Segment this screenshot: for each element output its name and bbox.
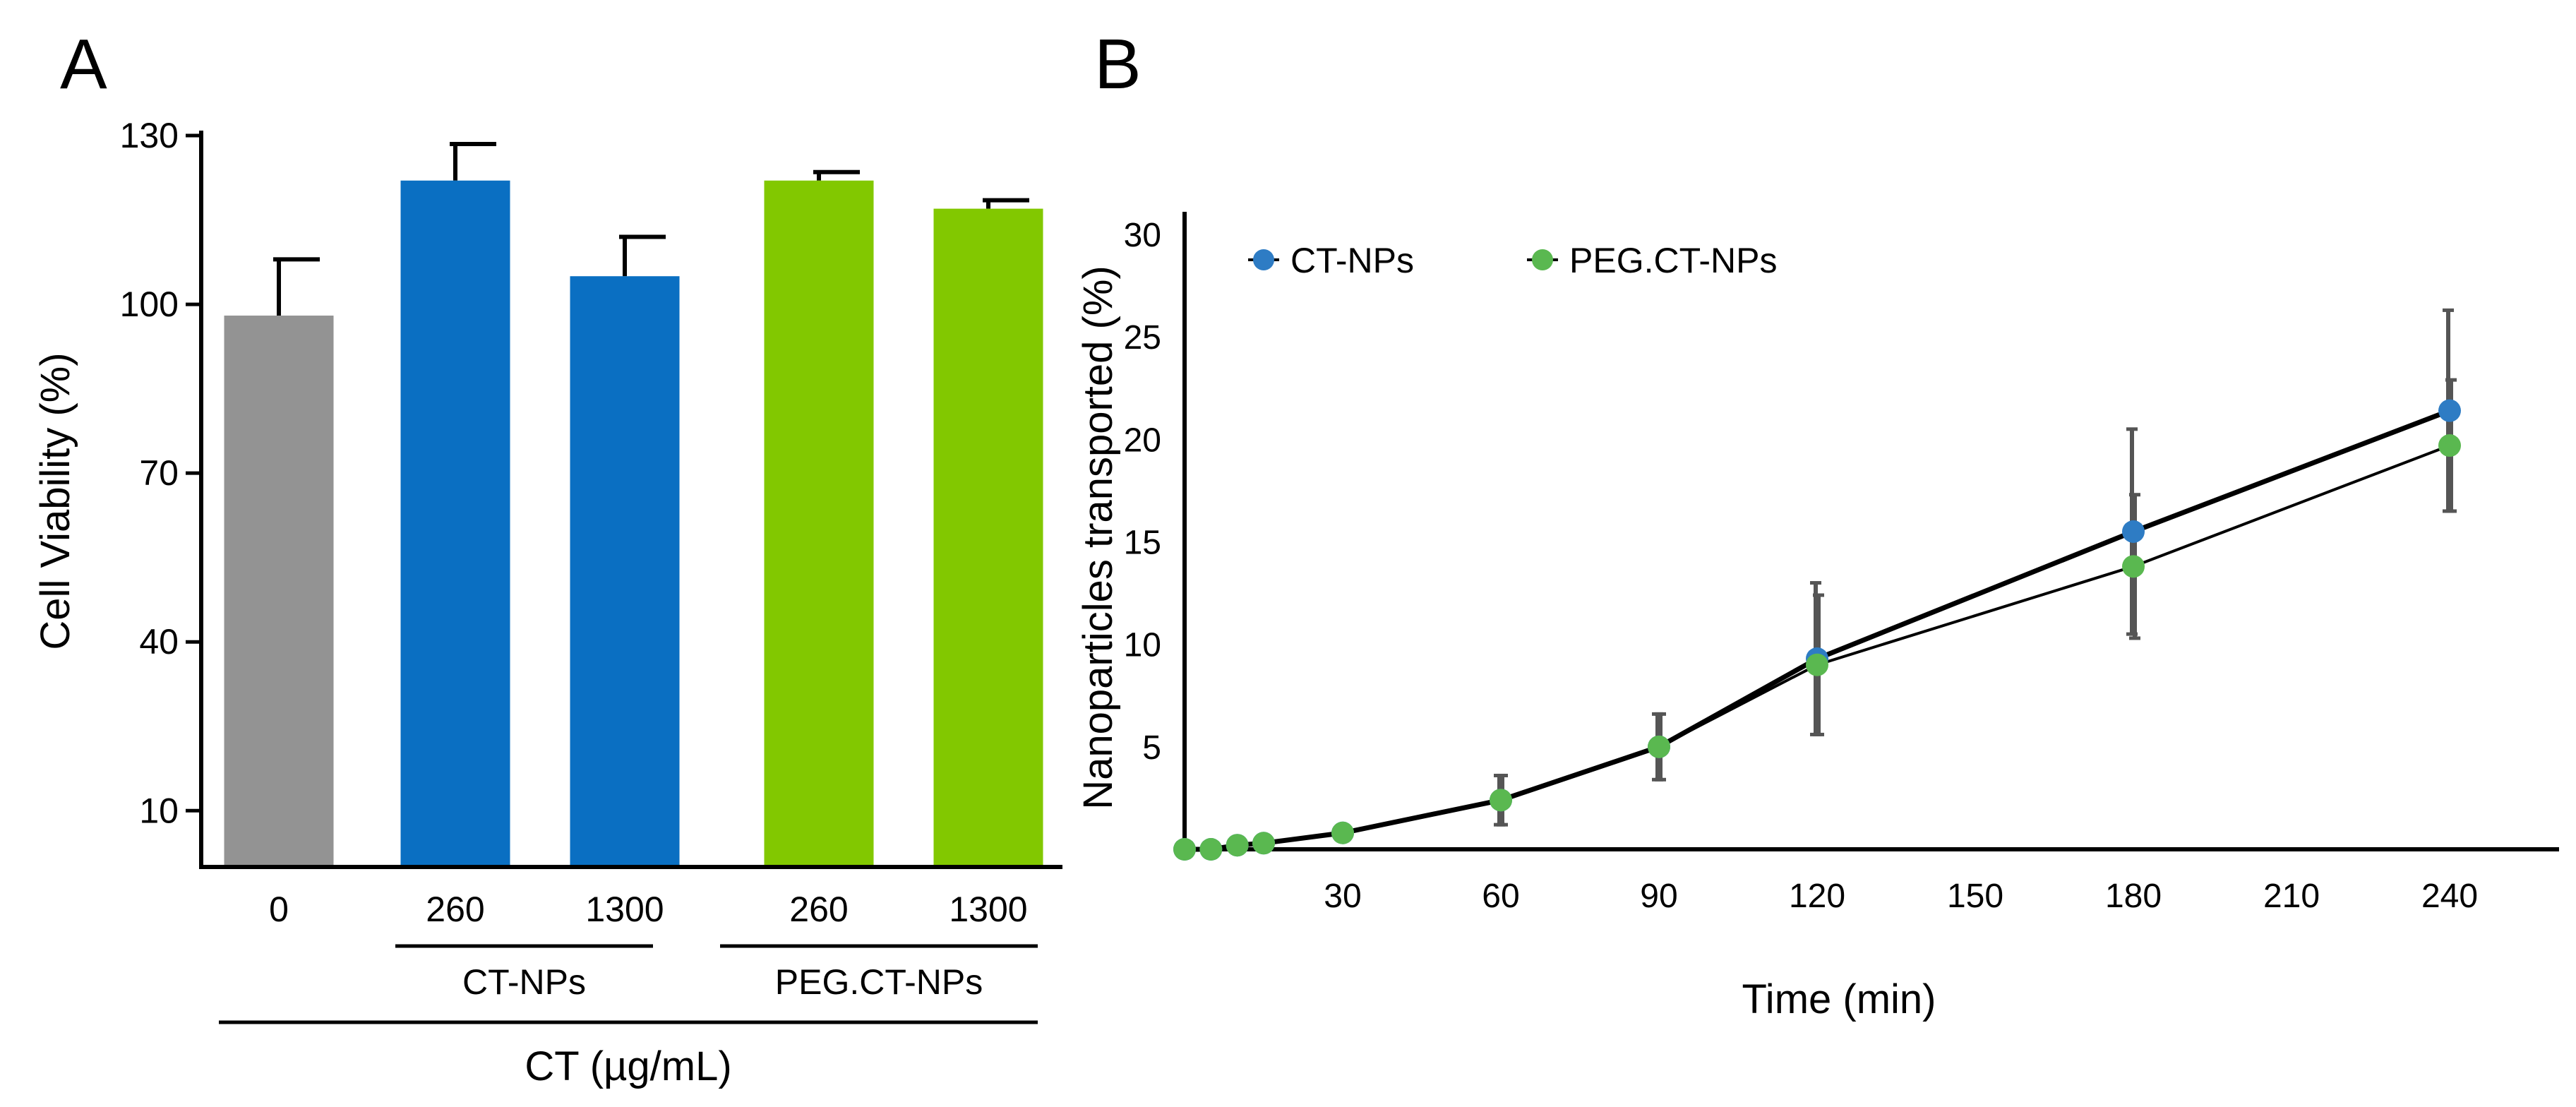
panel-b-label: B (1094, 25, 1142, 104)
y-tick-label: 70 (139, 453, 179, 493)
y-tick-label: 10 (1124, 627, 1161, 664)
data-point (2438, 399, 2461, 422)
group-label: PEG.CT-NPs (775, 962, 983, 1002)
y-axis-label: Nanoparticles transported (%) (1075, 265, 1121, 809)
x-tick-label: 260 (426, 890, 484, 929)
x-tick-label: 1300 (585, 890, 664, 929)
x-axis-label: CT (µg/mL) (525, 1043, 731, 1089)
x-tick-label: 240 (2421, 878, 2478, 915)
y-tick-label: 25 (1124, 319, 1161, 357)
x-tick-label: 90 (1640, 878, 1677, 915)
x-tick-label: 30 (1324, 878, 1361, 915)
y-tick-label: 15 (1124, 525, 1161, 562)
chart-b: 5 10 15 20 25 30 30 60 90 120 150 180 210 240 Nanopart… (1075, 212, 2559, 1022)
y-tick-label: 100 (120, 285, 179, 324)
series-line (1185, 444, 2450, 851)
x-tick-label: 60 (1482, 878, 1519, 915)
y-tick-label: 5 (1142, 729, 1161, 767)
x-tick-label: 210 (2263, 878, 2320, 915)
y-tick-label: 30 (1124, 217, 1161, 254)
chart-a: 10 40 70 100 130 Cell Viability (%) 0 260 1300 26… (32, 116, 1062, 1089)
x-tick-label: 0 (269, 890, 289, 929)
x-tick-label: 120 (1789, 878, 1845, 915)
data-point (1199, 838, 1223, 861)
y-tick-label: 10 (139, 791, 179, 830)
data-point (1490, 789, 1512, 812)
panel-a-label: A (60, 25, 107, 104)
x-tick-label: 260 (789, 890, 848, 929)
y-tick-label: 20 (1124, 421, 1161, 459)
bar (764, 180, 874, 865)
legend-label: PEG.CT-NPs (1569, 241, 1777, 280)
bar (570, 276, 680, 865)
bar (224, 316, 334, 865)
bar (933, 208, 1043, 866)
data-point (1226, 834, 1249, 857)
y-tick-label: 40 (139, 622, 179, 662)
data-point (1806, 653, 1828, 676)
y-tick-label: 130 (120, 116, 179, 155)
data-point (2438, 434, 2461, 457)
x-tick-label: 1300 (949, 890, 1027, 929)
bar (400, 180, 510, 865)
data-point (1648, 735, 1670, 758)
data-point (1331, 821, 1354, 844)
data-point (1173, 838, 1196, 861)
data-point (1252, 832, 1275, 855)
legend-marker (1253, 249, 1274, 270)
legend-label: CT-NPs (1290, 241, 1414, 280)
group-label: CT-NPs (462, 962, 586, 1002)
data-point (2122, 555, 2145, 578)
legend-marker (1532, 249, 1553, 270)
x-tick-label: 150 (1947, 878, 2003, 915)
x-tick-label: 180 (2105, 878, 2162, 915)
data-point (2122, 520, 2145, 543)
y-axis-label: Cell Viability (%) (32, 352, 78, 650)
x-axis-label: Time (min) (1742, 976, 1936, 1022)
